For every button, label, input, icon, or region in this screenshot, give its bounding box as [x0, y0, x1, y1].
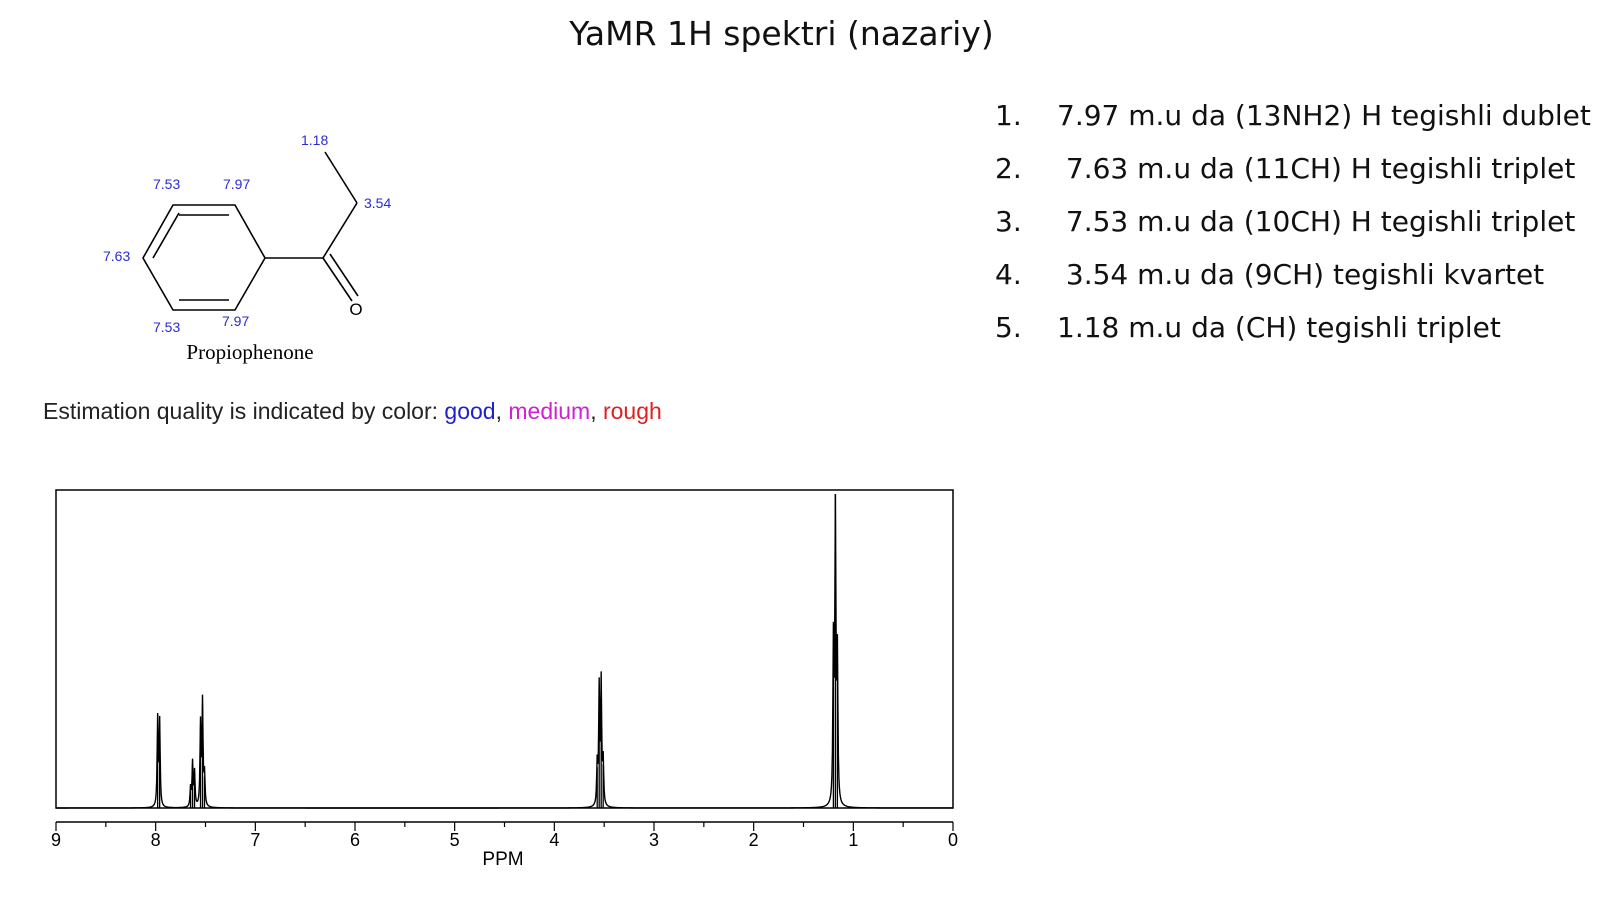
propiophenone-structure: O 1.18 3.54 7.97 7.53 7.63 7.53 7.97 Pro… — [103, 132, 391, 364]
structure-bonds — [142, 151, 359, 311]
list-item: 1. 7.97 m.u da (13NH2) H tegishli dublet — [995, 96, 1591, 149]
aromatic-double-bond — [152, 212, 180, 259]
x-axis-label: PPM — [482, 849, 523, 870]
list-text: 1.18 m.u da (CH) tegishli triplet — [1057, 311, 1501, 344]
spectrum-peaks — [157, 494, 839, 808]
carbonyl-double-bond — [329, 253, 359, 297]
x-axis-ticks — [55, 822, 954, 831]
list-text: 3.54 m.u da (9CH) tegishli kvartet — [1057, 258, 1545, 291]
shift-label-para: 7.63 — [103, 248, 130, 264]
list-text: 7.97 m.u da (13NH2) H tegishli dublet — [1057, 99, 1591, 132]
list-item: 5. 1.18 m.u da (CH) tegishli triplet — [995, 308, 1591, 361]
x-tick-label: 7 — [250, 830, 260, 850]
estimation-prefix: Estimation quality is indicated by color… — [43, 398, 445, 424]
list-item: 2. 7.63 m.u da (11CH) H tegishli triplet — [995, 149, 1591, 202]
x-tick-label: 5 — [450, 830, 460, 850]
plot-frame — [55, 489, 954, 809]
shift-label-methyl: 1.18 — [301, 132, 328, 148]
x-tick-label: 6 — [350, 830, 360, 850]
shift-label-meta-bottom: 7.53 — [153, 319, 180, 335]
slide-title: YaMR 1H spektri (nazariy) — [569, 14, 994, 53]
x-tick-label: 1 — [848, 830, 858, 850]
benzene-ring — [142, 204, 266, 311]
ch3-bond — [324, 151, 358, 204]
x-tick-label: 4 — [549, 830, 559, 850]
list-number: 3. — [995, 205, 1022, 238]
x-tick-label: 9 — [51, 830, 61, 850]
estimation-good: good — [444, 398, 496, 424]
shift-labels: 1.18 3.54 7.97 7.53 7.63 7.53 7.97 — [103, 132, 391, 335]
shift-label-methylene: 3.54 — [364, 195, 391, 211]
estimation-separator: , — [590, 398, 603, 424]
x-tick-label: 2 — [749, 830, 759, 850]
nmr-spectrum-chart: 9 8 7 6 5 4 3 2 1 0 PPM — [51, 489, 958, 870]
oxygen-label: O — [349, 300, 362, 319]
list-text: 7.53 m.u da (10CH) H tegishli triplet — [1057, 205, 1576, 238]
list-number: 1. — [995, 99, 1022, 132]
carbonyl-double-bond — [322, 257, 353, 302]
estimation-separator: , — [495, 398, 509, 424]
list-number: 4. — [995, 258, 1022, 291]
list-number: 2. — [995, 152, 1022, 185]
assignment-list: 1. 7.97 m.u da (13NH2) H tegishli dublet … — [995, 96, 1591, 361]
estimation-medium: medium — [508, 398, 591, 424]
x-tick-label: 3 — [649, 830, 659, 850]
estimation-rough: rough — [602, 398, 662, 424]
estimation-note: Estimation quality is indicated by color… — [43, 398, 662, 425]
list-item: 3. 7.53 m.u da (10CH) H tegishli triplet — [995, 202, 1591, 255]
shift-label-meta-top: 7.53 — [153, 176, 180, 192]
x-tick-label: 0 — [948, 830, 958, 850]
list-item: 4. 3.54 m.u da (9CH) tegishli kvartet — [995, 255, 1591, 308]
x-axis-tick-labels: 9 8 7 6 5 4 3 2 1 0 — [51, 830, 958, 850]
spectrum-trace — [56, 493, 953, 809]
molecule-name: Propiophenone — [186, 340, 313, 364]
shift-label-ortho-top: 7.97 — [223, 176, 250, 192]
list-text: 7.63 m.u da (11CH) H tegishli triplet — [1057, 152, 1576, 185]
ch2-bond — [322, 202, 358, 259]
shift-label-ortho-bottom: 7.97 — [222, 313, 249, 329]
list-number: 5. — [995, 311, 1022, 344]
x-tick-label: 8 — [151, 830, 161, 850]
